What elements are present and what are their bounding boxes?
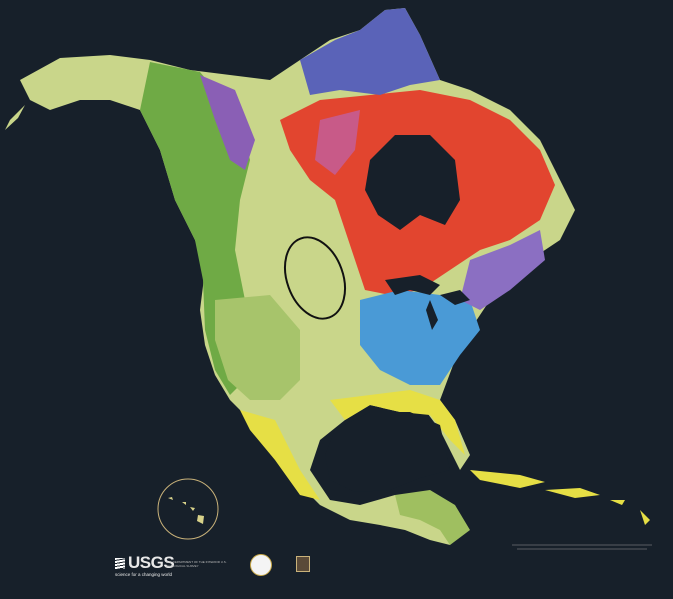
hudson-bay [365,135,460,230]
gulf-of-mexico [325,412,450,492]
great-lakes [385,275,470,330]
usgs-logo: USGS science for a changing world [115,553,175,577]
coastal-plain [330,390,465,455]
aleutian-islands [5,105,25,130]
department-text: U.S. DEPARTMENT OF THE INTERIOR U.S. GEO… [166,560,227,568]
central-america [395,490,470,545]
appalachian-purple [460,230,545,310]
mines-emblem-icon [296,556,310,572]
basin-outline [284,236,346,320]
usgs-wave-icon [115,557,125,569]
arctic-islands [300,8,440,95]
caribbean-islands [470,470,650,525]
scale-bar [512,544,652,550]
hawaii-islands [168,497,204,524]
cordillera-purple [200,75,255,170]
hawaii-inset [157,478,219,540]
appalachian-region [360,290,480,385]
usgs-name: USGS [128,553,175,572]
shield-pink [315,110,360,175]
survey-seal-icon [250,554,272,576]
usgs-tagline: science for a changing world [115,572,173,577]
basin-and-range [215,295,300,400]
mexico-yellow [240,410,320,500]
